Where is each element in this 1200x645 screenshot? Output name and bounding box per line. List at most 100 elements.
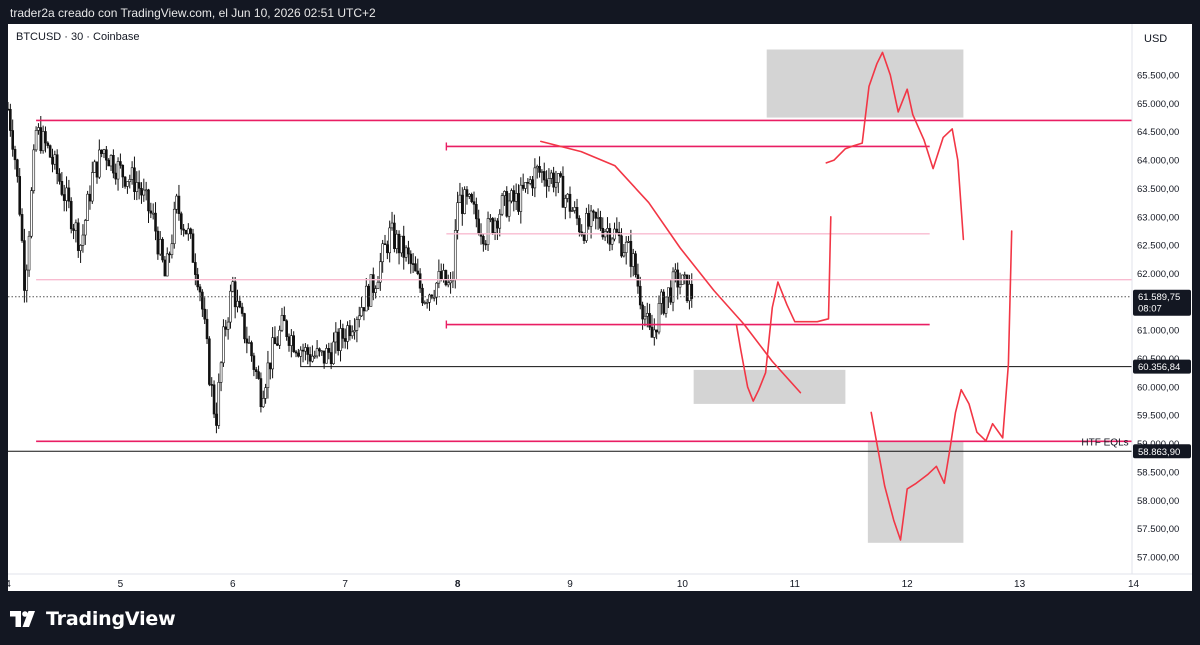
candle-body xyxy=(559,173,562,177)
candle-body xyxy=(664,296,668,314)
candle-body xyxy=(226,321,230,330)
y-tick-label-8: 62.000,00 xyxy=(1137,269,1179,280)
candle-body xyxy=(318,348,321,352)
candle-body xyxy=(381,243,384,263)
candle-body xyxy=(585,213,588,241)
candle-body xyxy=(212,384,216,415)
candle-body xyxy=(18,176,22,215)
candle-body xyxy=(215,413,218,426)
tradingview-brand: TradingView xyxy=(10,608,176,630)
zone-box-2[interactable] xyxy=(867,441,964,543)
candle-body xyxy=(643,315,647,320)
candle-body xyxy=(170,243,174,255)
candle-body xyxy=(30,190,33,237)
projection-path-1[interactable] xyxy=(735,216,832,402)
zone-box-0[interactable] xyxy=(766,49,964,118)
candle-body xyxy=(231,281,235,292)
candle-body xyxy=(627,241,630,243)
candle-body xyxy=(507,200,511,217)
candle-body xyxy=(568,193,572,212)
candle-body xyxy=(222,326,225,364)
candle-body xyxy=(130,167,134,180)
projection-path-0[interactable] xyxy=(540,140,802,394)
candle-body xyxy=(198,286,202,293)
candle-body xyxy=(355,319,359,331)
candle-body xyxy=(177,195,181,214)
candle-body xyxy=(119,161,122,166)
candle-body xyxy=(86,193,89,221)
candle-body xyxy=(37,127,40,131)
candle-body xyxy=(27,235,31,271)
candle-body xyxy=(69,200,73,230)
projection-path-3[interactable] xyxy=(870,230,1013,541)
candle-body xyxy=(667,287,670,298)
candle-body xyxy=(676,269,680,288)
candle-body xyxy=(439,271,443,280)
candle-body xyxy=(397,233,401,254)
candle-body xyxy=(437,271,441,284)
candle-body xyxy=(549,172,553,179)
candle-body xyxy=(11,130,14,150)
candle-body xyxy=(636,274,640,287)
candle-body xyxy=(402,235,406,258)
candle-body xyxy=(273,337,277,345)
candle-body xyxy=(489,218,492,220)
x-tick-label-1: 5 xyxy=(118,579,124,590)
candle-body xyxy=(83,220,87,236)
candle-body xyxy=(88,193,92,202)
y-tick-label-5: 63.500,00 xyxy=(1137,184,1179,195)
candle-body xyxy=(278,329,281,346)
price-chart[interactable]: HTF EQLsUSD65.500,0065.000,0064.500,0064… xyxy=(8,24,1192,591)
candle-body xyxy=(526,182,530,184)
candle-body xyxy=(641,304,644,320)
candle-body xyxy=(571,210,574,212)
x-tick-label-8: 12 xyxy=(902,579,914,590)
candle-body xyxy=(374,288,377,293)
candle-body xyxy=(128,179,132,183)
candle-body xyxy=(140,188,143,196)
y-tick-label-3: 64.500,00 xyxy=(1137,127,1179,138)
candle-body xyxy=(254,369,258,372)
candle-body xyxy=(521,184,525,189)
candle-body xyxy=(606,228,609,232)
candle-body xyxy=(535,166,539,169)
x-tick-label-4: 8 xyxy=(455,579,461,590)
projection-path-2[interactable] xyxy=(825,51,965,241)
candle-body xyxy=(348,325,352,337)
candle-body xyxy=(435,282,438,298)
candle-body xyxy=(137,182,141,189)
candle-body xyxy=(105,149,108,161)
candle-body xyxy=(329,352,333,365)
candle-body xyxy=(46,142,50,146)
current-price-label: 61.589,75 xyxy=(1138,292,1180,303)
candle-body xyxy=(407,247,410,255)
candle-body xyxy=(149,210,153,214)
candle-body xyxy=(341,328,345,339)
candle-body xyxy=(423,302,427,304)
candle-body xyxy=(383,243,387,246)
x-tick-label-5: 9 xyxy=(567,579,573,590)
candle-body xyxy=(524,182,527,189)
candle-body xyxy=(634,253,637,275)
candle-body xyxy=(540,171,544,173)
candle-body xyxy=(247,342,251,344)
chart-panel[interactable]: HTF EQLs USD 65.500,00 65.000,00 64.500,00 64… xyxy=(8,24,1192,591)
candle-body xyxy=(556,173,560,183)
candle-body xyxy=(203,308,206,320)
candle-body xyxy=(662,291,665,314)
candle-body xyxy=(165,253,169,277)
zone-box-1[interactable] xyxy=(693,369,846,404)
candle-body xyxy=(545,179,548,187)
candle-body xyxy=(313,355,317,358)
candle-body xyxy=(109,155,113,167)
candle-body xyxy=(210,384,214,386)
candle-body xyxy=(428,294,431,303)
candle-body xyxy=(648,313,651,328)
candle-body xyxy=(638,285,642,306)
y-tick-label-7: 62.500,00 xyxy=(1137,241,1179,252)
candle-body xyxy=(615,228,619,233)
candle-body xyxy=(475,204,478,220)
candle-body xyxy=(233,281,237,308)
candle-body xyxy=(51,156,54,165)
candle-body xyxy=(554,182,558,188)
